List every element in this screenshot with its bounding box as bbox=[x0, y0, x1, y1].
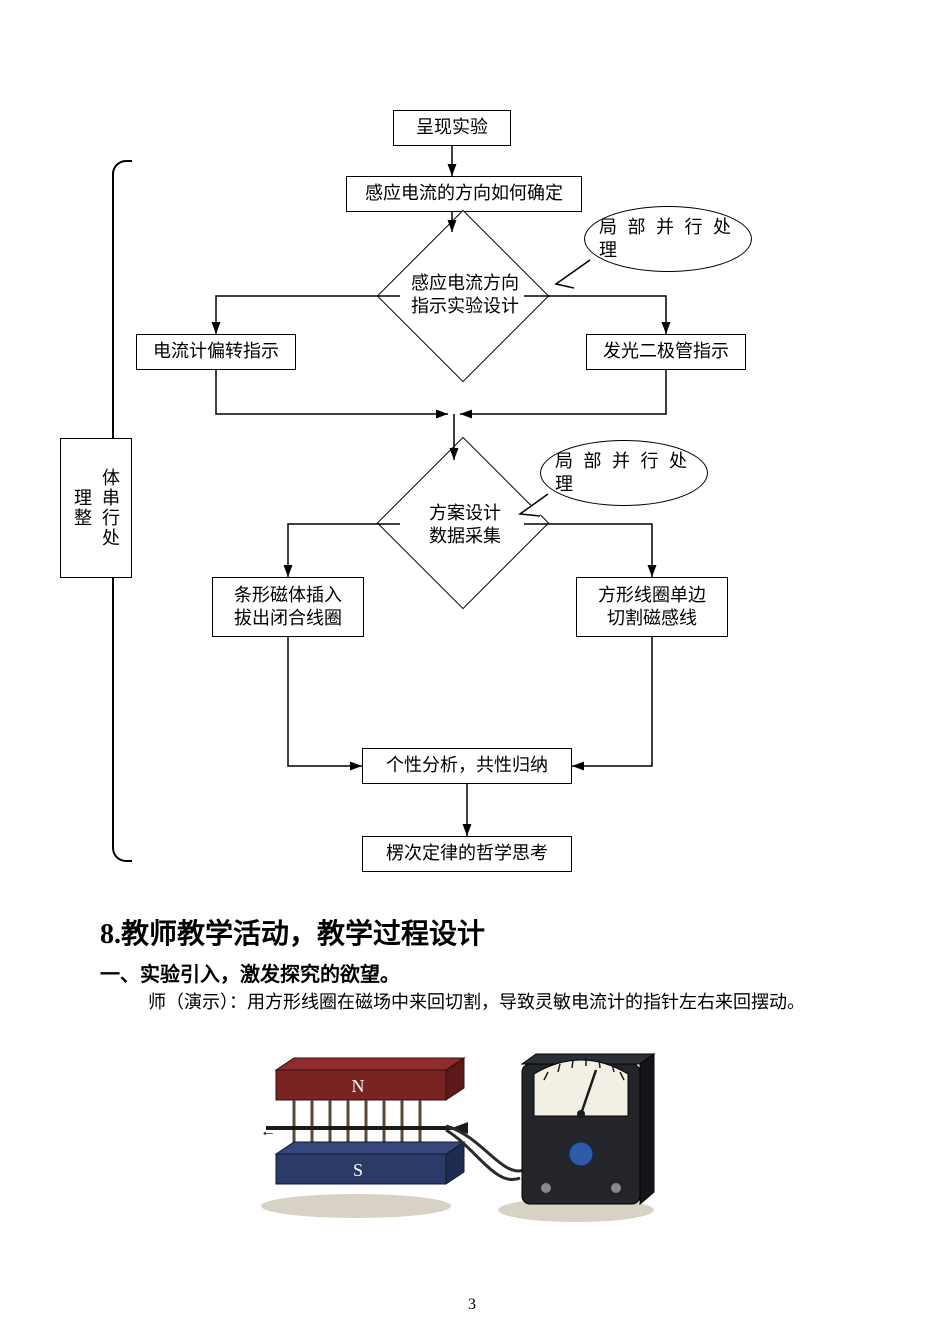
flow-node-line2: 拔出闭合线圈 bbox=[234, 607, 342, 630]
flow-node-led: 发光二极管指示 bbox=[586, 334, 746, 370]
callout-text: 局 部 并 行 处理 bbox=[555, 450, 693, 497]
body-text: 师（演示）：用方形线圈在磁场中来回切割，导致灵敏电流计的指针左右来回摆动。 bbox=[148, 988, 868, 1014]
flow-node-label: 呈现实验 bbox=[416, 116, 488, 139]
flow-node-label: 发光二极管指示 bbox=[603, 340, 729, 363]
flow-node-label: 电流计偏转指示 bbox=[153, 340, 279, 363]
side-label-box: 理整 体串行处 bbox=[60, 438, 132, 578]
page: 理整 体串行处 呈现实验 感应电流的方向如何确定 感应电流方向 指示实验设计 局… bbox=[0, 0, 950, 1342]
flow-callout-parallel-1: 局 部 并 行 处理 bbox=[584, 206, 752, 272]
side-label-col1: 理整 bbox=[69, 488, 95, 528]
svg-text:←: ← bbox=[260, 1123, 276, 1140]
experiment-illustration: N ← S bbox=[246, 1028, 676, 1228]
flow-decision-indicator-design bbox=[377, 210, 550, 383]
illustration-svg: N ← S bbox=[246, 1028, 676, 1228]
flow-node-lenz-philosophy: 楞次定律的哲学思考 bbox=[362, 836, 572, 872]
page-number: 3 bbox=[468, 1296, 476, 1314]
flow-node-label: 楞次定律的哲学思考 bbox=[386, 842, 548, 865]
subsection-heading: 一、实验引入，激发探究的欲望。 bbox=[100, 958, 400, 987]
flow-node-present-experiment: 呈现实验 bbox=[393, 110, 511, 146]
section-heading: 8.教师教学活动，教学过程设计 bbox=[100, 912, 485, 952]
callout-text: 局 部 并 行 处理 bbox=[599, 216, 737, 263]
flow-node-line2: 切割磁感线 bbox=[607, 607, 697, 630]
flow-node-label: 感应电流的方向如何确定 bbox=[365, 182, 563, 205]
flow-node-rect-coil: 方形线圈单边 切割磁感线 bbox=[576, 577, 728, 637]
side-label-col2: 体串行处 bbox=[97, 468, 123, 548]
flow-node-galvanometer: 电流计偏转指示 bbox=[136, 334, 296, 370]
magnet-n-label: N bbox=[352, 1076, 365, 1096]
flow-node-line1: 条形磁体插入 bbox=[234, 584, 342, 607]
flow-node-analysis: 个性分析，共性归纳 bbox=[362, 748, 572, 784]
flow-decision-scheme-data bbox=[377, 437, 550, 610]
magnet-s-label: S bbox=[353, 1160, 363, 1180]
flow-node-how-determine-direction: 感应电流的方向如何确定 bbox=[346, 176, 582, 212]
flow-node-label: 个性分析，共性归纳 bbox=[386, 754, 548, 777]
flow-callout-parallel-2: 局 部 并 行 处理 bbox=[540, 440, 708, 506]
flow-node-bar-magnet: 条形磁体插入 拔出闭合线圈 bbox=[212, 577, 364, 637]
flow-node-line1: 方形线圈单边 bbox=[598, 584, 706, 607]
